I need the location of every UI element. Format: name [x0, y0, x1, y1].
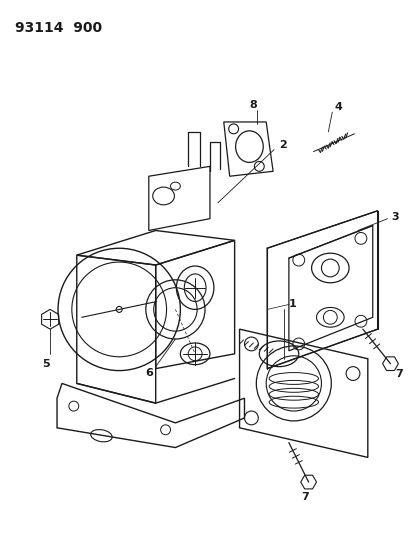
Text: 1: 1: [288, 300, 296, 310]
Text: 6: 6: [145, 368, 152, 377]
Text: 3: 3: [391, 212, 398, 222]
Text: 93114  900: 93114 900: [14, 21, 102, 35]
Text: 2: 2: [278, 140, 286, 150]
Text: 5: 5: [42, 359, 50, 369]
Text: 4: 4: [333, 102, 341, 112]
Text: 7: 7: [300, 492, 308, 502]
Text: 7: 7: [394, 368, 402, 378]
Text: 8: 8: [249, 100, 256, 110]
